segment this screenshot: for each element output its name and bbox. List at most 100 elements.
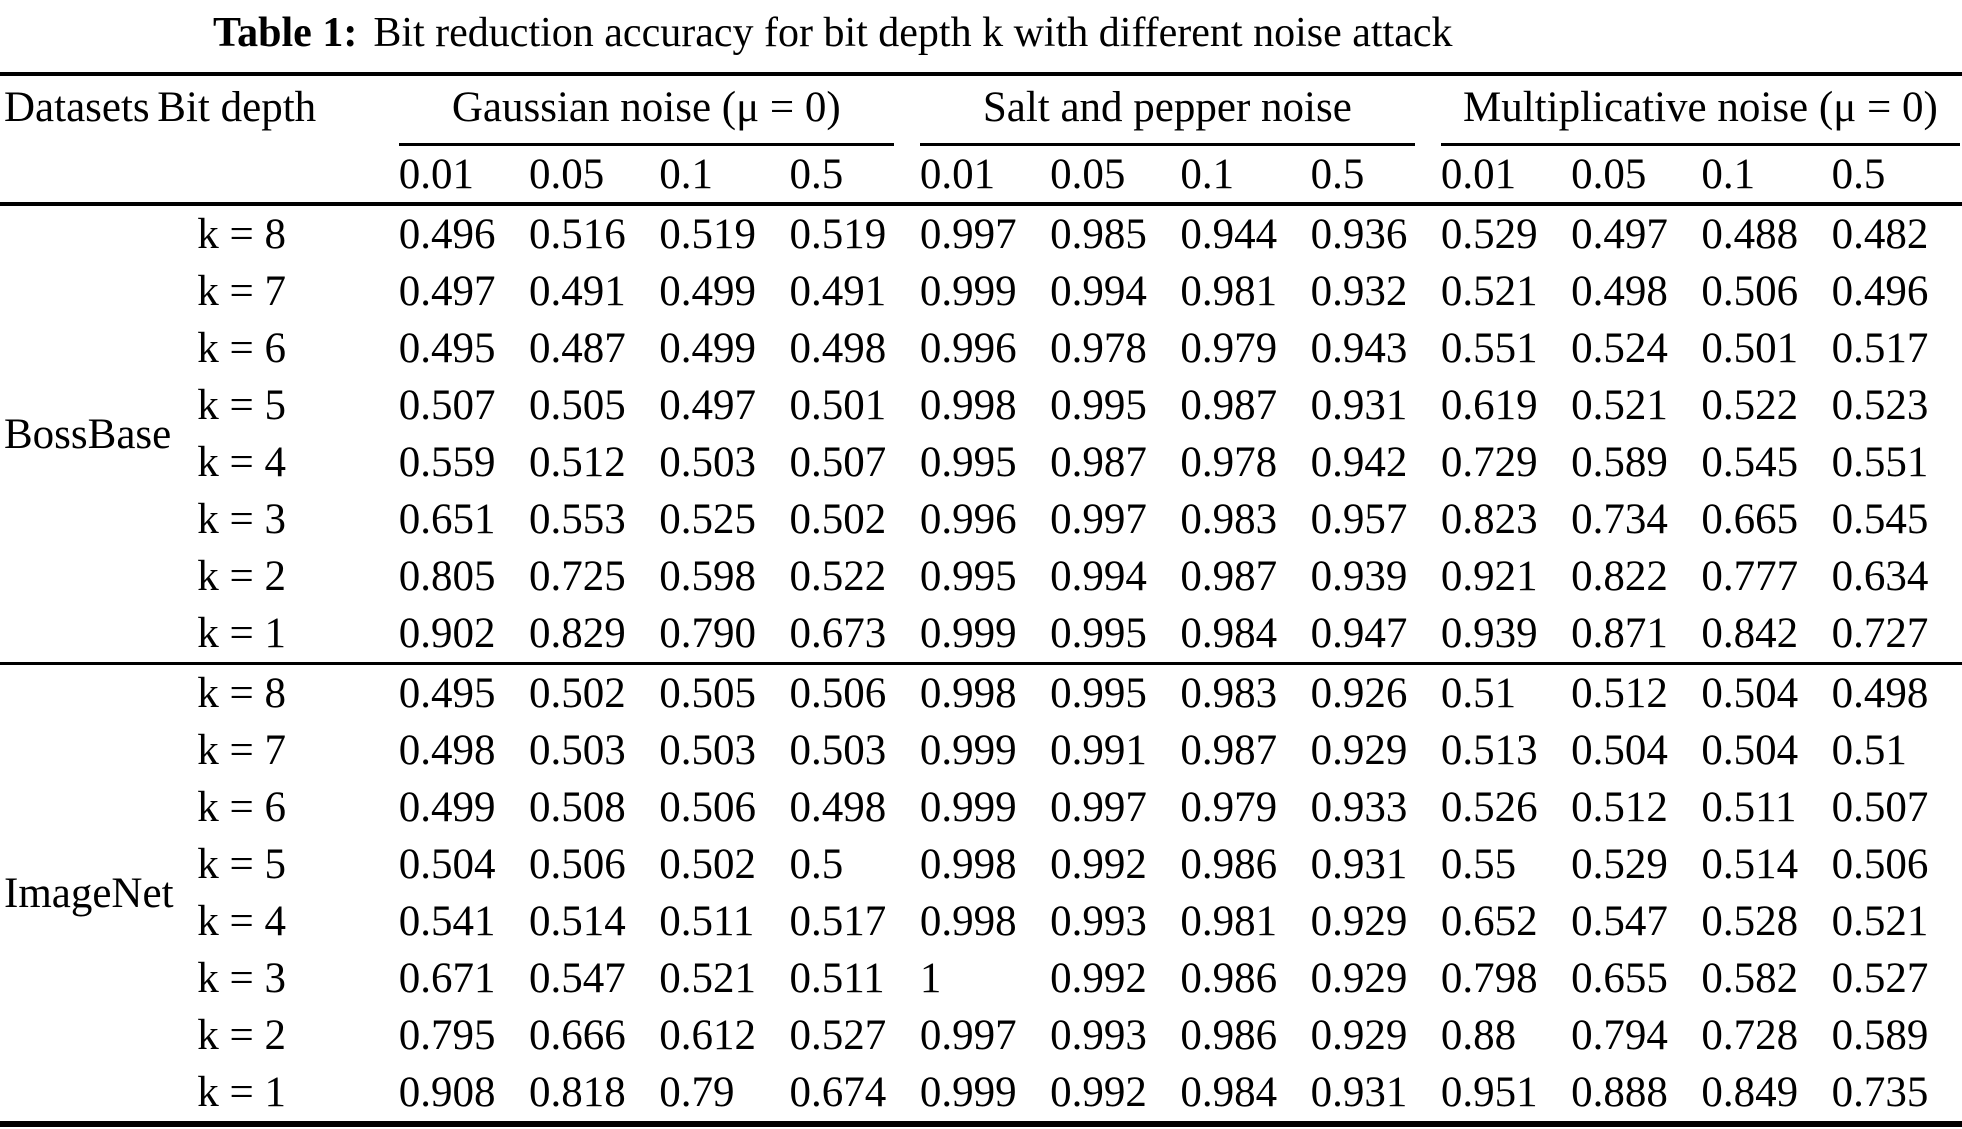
- value-cell: 0.986: [1180, 841, 1278, 888]
- value-cell: 0.666: [529, 1012, 626, 1059]
- value-cell: 0.495: [398, 325, 496, 372]
- value-cell: 0.547: [529, 955, 626, 1002]
- table-row: k = 6 0.495 0.487 0.499 0.498 0.996 0.978 0.979…: [0, 320, 1962, 377]
- value-cell: 0.995: [1050, 610, 1147, 657]
- value-cell: 0.929: [1310, 898, 1408, 945]
- value-cell: 0.513: [1440, 727, 1538, 774]
- value-cell: 0.902: [398, 610, 496, 657]
- value-cell: 0.499: [659, 325, 757, 372]
- value-cell: 0.524: [1571, 325, 1668, 372]
- value-cell: 0.995: [919, 553, 1017, 600]
- value-cell: 0.727: [1831, 610, 1929, 657]
- value-cell: 0.818: [529, 1069, 626, 1116]
- value-cell: 0.997: [1050, 496, 1147, 543]
- table-title-number: Table 1:: [213, 10, 358, 56]
- bit-depth-label: k = 6: [197, 784, 287, 831]
- value-cell: 0.521: [659, 955, 757, 1002]
- bit-depth-label: k = 1: [197, 610, 287, 657]
- value-cell: 0.996: [919, 325, 1017, 372]
- table-row: k = 7 0.497 0.491 0.499 0.491 0.999 0.994 0.981…: [0, 263, 1962, 320]
- value-cell: 0.939: [1310, 553, 1408, 600]
- paper-table-page: Table 1: Bit reduction accuracy for bit d…: [0, 8, 1962, 1129]
- bit-depth-label: k = 2: [197, 1012, 287, 1059]
- value-cell: 0.88: [1440, 1012, 1517, 1059]
- value-cell: 0.498: [398, 727, 496, 774]
- value-cell: 0.551: [1440, 325, 1538, 372]
- value-cell: 0.487: [529, 325, 626, 372]
- value-cell: 0.995: [919, 439, 1017, 486]
- value-cell: 0.999: [919, 727, 1017, 774]
- value-cell: 0.998: [919, 662, 1051, 722]
- noise-level-header: 0.05: [1571, 146, 1702, 206]
- table-row: k = 4 0.559 0.512 0.503 0.507 0.995 0.987 0.978…: [0, 434, 1962, 491]
- value-cell: 0.999: [919, 784, 1017, 831]
- value-cell: 0.929: [1310, 955, 1408, 1002]
- value-cell: 0.790: [659, 610, 757, 657]
- value-cell: 0.777: [1701, 553, 1799, 600]
- group-label: Multiplicative noise (μ = 0): [1463, 84, 1938, 131]
- bit-depth-label: k = 8: [197, 211, 287, 258]
- value-cell: 0.491: [529, 268, 626, 315]
- value-cell: 0.498: [789, 784, 887, 831]
- value-cell: 0.993: [1050, 898, 1147, 945]
- value-cell: 0.522: [1701, 382, 1799, 429]
- table-row: k = 1 0.908 0.818 0.79 0.674 0.999 0.992 0.984 0…: [0, 1064, 1962, 1124]
- value-cell: 0.503: [789, 727, 887, 774]
- value-cell: 0.936: [1310, 211, 1408, 258]
- value-cell: 0.981: [1180, 898, 1278, 945]
- value-cell: 0.943: [1310, 325, 1408, 372]
- value-cell: 0.511: [659, 898, 755, 945]
- value-cell: 0.517: [1831, 325, 1929, 372]
- value-cell: 0.612: [659, 1012, 757, 1059]
- table-row: k = 3 0.671 0.547 0.521 0.511 1 0.992 0.986 0.92…: [0, 950, 1962, 1007]
- value-cell: 0.508: [529, 784, 626, 831]
- value-cell: 0.497: [659, 382, 757, 429]
- value-cell: 0.986: [1180, 1012, 1278, 1059]
- value-cell: 0.514: [529, 898, 626, 945]
- value-cell: 0.665: [1701, 496, 1799, 543]
- value-cell: 0.496: [398, 211, 496, 258]
- value-cell: 0.529: [1571, 841, 1668, 888]
- bit-depth-label: k = 4: [197, 439, 287, 486]
- table-row: k = 6 0.499 0.508 0.506 0.498 0.999 0.997 0.979…: [0, 779, 1962, 836]
- value-cell: 0.521: [1571, 382, 1668, 429]
- value-cell: 0.523: [1831, 382, 1929, 429]
- value-cell: 0.499: [659, 268, 757, 315]
- value-cell: 0.496: [1831, 268, 1929, 315]
- value-cell: 0.979: [1180, 325, 1278, 372]
- value-cell: 0.987: [1180, 553, 1278, 600]
- value-cell: 0.511: [1701, 784, 1797, 831]
- value-cell: 0.652: [1440, 898, 1538, 945]
- value-cell: 0.805: [398, 553, 496, 600]
- value-cell: 0.519: [659, 211, 757, 258]
- value-cell: 0.504: [1571, 727, 1668, 774]
- value-cell: 0.849: [1701, 1069, 1799, 1116]
- value-cell: 0.931: [1310, 382, 1408, 429]
- value-cell: 0.506: [1701, 268, 1799, 315]
- value-cell: 0.981: [1180, 268, 1278, 315]
- value-cell: 1: [919, 955, 942, 1002]
- bit-depth-label: k = 3: [197, 955, 287, 1002]
- value-cell: 0.507: [398, 382, 496, 429]
- table-row: k = 4 0.541 0.514 0.511 0.517 0.998 0.993 0.981…: [0, 893, 1962, 950]
- noise-level-header: 0.1: [1701, 146, 1832, 206]
- noise-level-header: 0.5: [1310, 146, 1441, 206]
- value-cell: 0.506: [789, 662, 920, 722]
- noise-level-header: 0.1: [1180, 146, 1311, 206]
- value-cell: 0.491: [789, 268, 887, 315]
- value-cell: 0.992: [1050, 1069, 1147, 1116]
- value-cell: 0.978: [1180, 439, 1278, 486]
- value-cell: 0.482: [1831, 211, 1929, 258]
- value-cell: 0.559: [398, 439, 496, 486]
- value-cell: 0.995: [1050, 662, 1181, 722]
- value-cell: 0.55: [1440, 841, 1517, 888]
- value-cell: 0.511: [789, 955, 885, 1002]
- value-cell: 0.598: [659, 553, 757, 600]
- value-cell: 0.983: [1180, 496, 1278, 543]
- value-cell: 0.991: [1050, 727, 1147, 774]
- value-cell: 0.795: [398, 1012, 496, 1059]
- value-cell: 0.994: [1050, 268, 1147, 315]
- bit-depth-label: k = 3: [197, 496, 287, 543]
- value-cell: 0.501: [789, 382, 887, 429]
- value-cell: 0.507: [1831, 784, 1929, 831]
